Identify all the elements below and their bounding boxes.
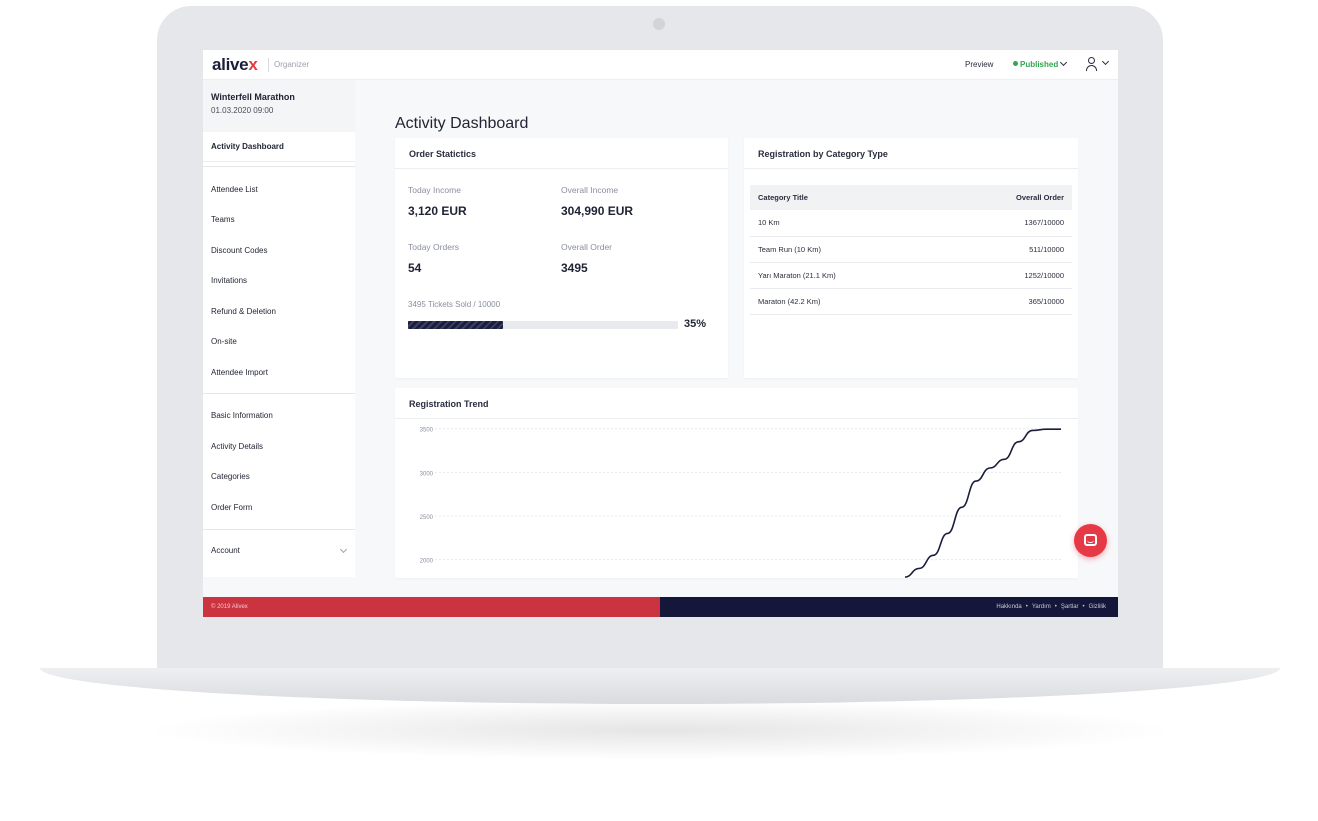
category-title-cell: Maraton (42.2 Km) [750,288,942,315]
y-tick-label: 2500 [420,515,434,521]
copyright-text: © 2019 Alivex [211,604,248,610]
footer-link-privacy[interactable]: Gizlilik [1088,604,1106,610]
app-screen: alivex Organizer Preview Published Winte… [203,50,1118,617]
laptop-shadow [140,700,1180,760]
overall-order-cell: 365/10000 [941,288,1072,315]
sidebar-item-activity-dashboard[interactable]: Activity Dashboard [211,142,284,151]
table-row[interactable]: 10 Km 1367/10000 [750,210,1072,237]
sidebar-item-attendee-list[interactable]: Attendee List [211,185,258,194]
overall-order-value: 3495 [561,261,588,275]
overall-order-cell: 1252/10000 [941,262,1072,289]
overall-income-value: 304,990 EUR [561,204,634,218]
category-table: Category Title Overall Order 10 Km 1367/… [750,185,1072,315]
footer-link-terms[interactable]: Şartlar [1060,604,1079,610]
today-income-value: 3,120 EUR [408,204,467,218]
y-tick-label: 3000 [420,471,434,477]
table-row[interactable]: Team Run (10 Km) 511/10000 [750,236,1072,263]
today-income-label: Today Income [408,185,461,195]
y-tick-label: 2000 [420,559,434,565]
y-tick-label: 3500 [420,428,434,434]
sidebar-item-teams[interactable]: Teams [211,215,235,224]
organizer-label: Organizer [274,60,310,69]
category-title-cell: 10 Km [750,210,942,237]
tickets-progress-bar [408,321,678,329]
table-row[interactable]: Maraton (42.2 Km) 365/10000 [750,288,1072,315]
trend-series-line [904,428,1061,578]
preview-link[interactable]: Preview [965,60,994,69]
order-statistics-card: Order Statictics Today Income 3,120 EUR … [395,138,728,378]
sidebar-item-refund-deletion[interactable]: Refund & Deletion [211,307,276,316]
sidebar: Winterfell Marathon 01.03.2020 09:00 Act… [203,80,355,577]
chevron-down-icon [1101,57,1110,66]
page-title: Activity Dashboard [395,115,529,132]
status-label: Published [1020,60,1059,69]
sidebar-item-discount-codes[interactable]: Discount Codes [211,246,268,255]
publish-status-dropdown[interactable]: Published [1013,58,1068,69]
sidebar-active-highlight [203,132,355,162]
registration-trend-title: Registration Trend [395,388,1078,419]
overall-order-cell: 1367/10000 [941,210,1072,237]
footer-left: © 2019 Alivex [203,597,660,617]
footer-links: Hakkında • Yardım • Şartlar • Gizlilik [996,604,1106,610]
tickets-sold-label: 3495 Tickets Sold / 10000 [408,300,501,309]
column-header: Overall Order [941,185,1072,210]
tickets-progress-percent: 35% [684,318,707,330]
registration-trend-chart: 3500 3000 2500 2000 [420,428,1062,578]
sidebar-item-account[interactable]: Account [211,546,240,555]
registration-trend-card: Registration Trend 3500 3000 2500 2000 [395,388,1078,578]
category-title-cell: Yarı Maraton (21.1 Km) [750,262,942,289]
event-name: Winterfell Marathon [211,92,295,102]
chat-button[interactable] [1074,524,1107,557]
logo-divider [268,58,269,72]
column-header: Category Title [750,185,942,210]
event-info: Winterfell Marathon 01.03.2020 09:00 [203,80,355,132]
sidebar-item-on-site[interactable]: On-site [211,337,237,346]
category-title-cell: Team Run (10 Km) [750,236,942,263]
tickets-progress-fill [408,321,503,329]
category-card: Registration by Category Type Category T… [744,138,1078,378]
user-menu[interactable] [1086,56,1110,72]
table-row[interactable]: Yarı Maraton (21.1 Km) 1252/10000 [750,262,1072,289]
camera-icon [653,18,665,30]
order-statistics-title: Order Statictics [395,138,728,169]
sidebar-item-invitations[interactable]: Invitations [211,276,248,285]
chat-icon [1084,534,1097,546]
footer-link-about[interactable]: Hakkında [996,604,1022,610]
alivex-logo[interactable]: alivex [212,55,258,74]
chevron-down-icon[interactable] [339,545,348,554]
top-bar: alivex Organizer Preview Published [203,50,1118,80]
overall-income-label: Overall Income [561,185,619,195]
status-dot-icon [1013,61,1018,66]
chevron-down-icon [1060,58,1068,67]
today-orders-label: Today Orders [408,242,460,252]
overall-order-label: Overall Order [561,242,613,252]
sidebar-item-activity-details[interactable]: Activity Details [211,442,264,451]
sidebar-item-attendee-import[interactable]: Attendee Import [211,368,268,377]
sidebar-item-basic-information[interactable]: Basic Information [211,411,273,420]
category-card-title: Registration by Category Type [744,138,1078,169]
sidebar-item-categories[interactable]: Categories [211,472,250,481]
event-date: 01.03.2020 09:00 [211,106,274,115]
overall-order-cell: 511/10000 [941,236,1072,263]
footer-right: Hakkında • Yardım • Şartlar • Gizlilik [660,597,1118,617]
table-header-row: Category Title Overall Order [750,185,1072,210]
footer-link-help[interactable]: Yardım [1031,604,1051,610]
sidebar-item-order-form[interactable]: Order Form [211,503,253,512]
today-orders-value: 54 [408,261,422,275]
laptop-base [40,668,1280,704]
user-icon [1088,57,1095,64]
